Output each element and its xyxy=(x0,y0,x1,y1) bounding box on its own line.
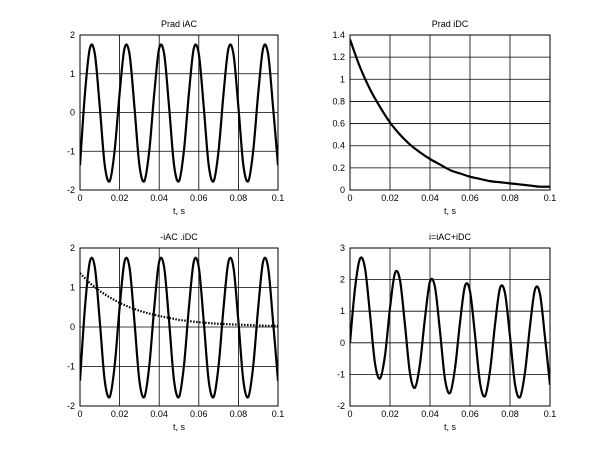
x-tick-label: 0.02 xyxy=(111,193,129,203)
x-tick-label: 0.02 xyxy=(381,409,399,419)
plot-title: Prad iDC xyxy=(432,19,469,29)
y-tick-label: 2 xyxy=(70,243,75,253)
y-tick-label: -1 xyxy=(67,146,75,156)
y-tick-label: 0 xyxy=(340,338,345,348)
y-tick-label: 0 xyxy=(70,322,75,332)
subplot-4: 0 0.02 0.04 0.06 0.08 0.1 -2 -1 0 1 2 3 i=iAC+iDC t, … xyxy=(337,232,556,432)
x-tick-label: 0.08 xyxy=(230,409,248,419)
x-tick-label: 0.02 xyxy=(111,409,129,419)
series-line xyxy=(80,43,278,183)
y-tick-label: 1 xyxy=(70,283,75,293)
subplot-1: 0 0.02 0.04 0.06 0.08 0.1 -2 -1 0 1 2 Prad iAC t, s xyxy=(67,19,284,216)
x-tick-label: 0.1 xyxy=(272,409,285,419)
y-tick-label: -1 xyxy=(67,362,75,372)
y-tick-label: 0.6 xyxy=(332,119,345,129)
plot-area xyxy=(350,35,550,190)
y-tick-label: 1.4 xyxy=(332,30,345,40)
plot-title: i=iAC+iDC xyxy=(429,232,472,242)
x-axis-label: t, s xyxy=(173,422,186,432)
plot-area xyxy=(350,248,550,406)
x-axis-label: t, s xyxy=(444,206,457,216)
x-tick-label: 0.1 xyxy=(544,193,557,203)
axes-frame xyxy=(79,247,279,407)
x-tick-label: 0 xyxy=(347,409,352,419)
x-tick-label: 0 xyxy=(77,193,82,203)
y-tick-label: 0.2 xyxy=(332,163,345,173)
series-line xyxy=(350,256,550,399)
x-tick-label: 0.04 xyxy=(421,193,439,203)
series-line xyxy=(350,39,550,188)
plot-title: -iAC .iDC xyxy=(160,232,198,242)
x-tick-label: 0.04 xyxy=(150,193,168,203)
x-tick-label: 0.06 xyxy=(190,409,208,419)
plot-title: Prad iAC xyxy=(161,19,198,29)
y-tick-label: 2 xyxy=(340,275,345,285)
x-tick-label: 0 xyxy=(77,409,82,419)
series-line-dotted xyxy=(80,272,278,327)
y-tick-label: -2 xyxy=(67,185,75,195)
axes-frame xyxy=(79,34,279,191)
y-tick-label: 0 xyxy=(70,108,75,118)
x-tick-label: 0.04 xyxy=(421,409,439,419)
y-tick-label: 1 xyxy=(340,74,345,84)
y-tick-label: 2 xyxy=(70,30,75,40)
y-tick-label: 1 xyxy=(70,69,75,79)
x-tick-label: 0.06 xyxy=(190,193,208,203)
x-tick-label: 0.1 xyxy=(544,409,557,419)
x-tick-label: 0.08 xyxy=(501,193,519,203)
x-tick-label: 0.02 xyxy=(381,193,399,203)
axes-frame xyxy=(349,247,551,407)
x-tick-label: 0.06 xyxy=(461,409,479,419)
y-tick-label: 3 xyxy=(340,243,345,253)
x-tick-label: 0.1 xyxy=(272,193,285,203)
y-tick-label: 1 xyxy=(340,306,345,316)
y-tick-label: 0 xyxy=(340,185,345,195)
x-tick-label: 0.08 xyxy=(230,193,248,203)
x-tick-label: 0.06 xyxy=(461,193,479,203)
axes-frame xyxy=(349,34,551,191)
x-axis-label: t, s xyxy=(444,422,457,432)
y-tick-label: -1 xyxy=(337,369,345,379)
x-axis-label: t, s xyxy=(173,206,186,216)
x-tick-label: 0.08 xyxy=(501,409,519,419)
y-tick-label: 0.4 xyxy=(332,141,345,151)
x-tick-label: 0.04 xyxy=(150,409,168,419)
y-tick-label: -2 xyxy=(67,401,75,411)
subplot-2: 0 0.02 0.04 0.06 0.08 0.1 0 0.2 0.4 0.6 0.8 1 1.2 1.4… xyxy=(332,19,556,216)
y-tick-label: 0.8 xyxy=(332,96,345,106)
x-tick-label: 0 xyxy=(347,193,352,203)
y-tick-label: -2 xyxy=(337,401,345,411)
series-line xyxy=(80,256,278,399)
y-tick-label: 1.2 xyxy=(332,52,345,62)
subplot-3: 0 0.02 0.04 0.06 0.08 0.1 -2 -1 0 1 2 -iAC .iDC t, s xyxy=(67,232,284,432)
